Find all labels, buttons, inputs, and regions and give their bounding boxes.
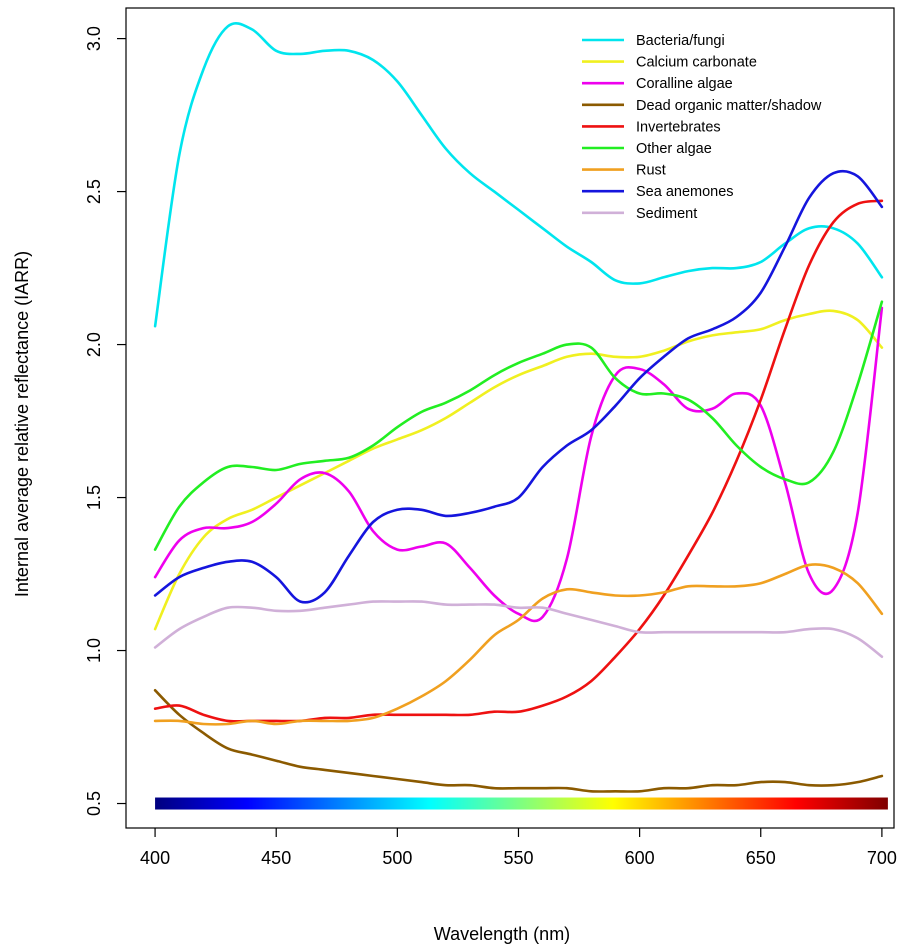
x-tick-label: 450 [261,848,291,868]
legend-label-5: Other algae [636,141,712,157]
x-tick-label: 500 [382,848,412,868]
legend-label-1: Calcium carbonate [636,55,757,71]
series-line-1 [153,309,884,631]
series-layer [153,22,884,793]
legend: Bacteria/fungi Calcium carbonate Coralline… [582,33,822,222]
x-axis-label: Wavelength (nm) [434,924,570,944]
legend-label-4: Invertebrates [636,119,721,135]
series-line-6 [153,563,884,726]
y-tick-label: 3.0 [84,26,104,51]
legend-label-7: Sea anemones [636,184,734,200]
x-tick-label: 550 [503,848,533,868]
x-tick-label: 650 [746,848,776,868]
series-line-4 [153,199,884,723]
series-line-7 [153,169,884,604]
legend-label-6: Rust [636,163,666,179]
y-tick-label: 1.5 [84,485,104,510]
x-axis: 400 450 500 550 600 650 700 [140,828,897,868]
plot-frame [125,7,895,829]
y-tick-label: 1.0 [84,638,104,663]
series-line-8 [153,600,884,658]
series-line-0 [153,22,884,328]
y-tick-label: 2.0 [84,332,104,357]
legend-label-0: Bacteria/fungi [636,33,725,49]
x-tick-label: 400 [140,848,170,868]
x-tick-label: 700 [867,848,897,868]
y-axis: 0.5 1.0 1.5 2.0 2.5 3.0 [84,26,126,816]
y-tick-label: 2.5 [84,179,104,204]
legend-label-3: Dead organic matter/shadow [636,98,822,114]
spectrum-color-bar [155,797,888,810]
plot-border [125,7,895,829]
y-axis-label: Internal average relative reflectance (I… [12,251,32,597]
legend-label-8: Sediment [636,206,697,222]
legend-label-2: Coralline algae [636,76,733,92]
spectrum-layer [155,797,888,810]
series-line-3 [153,689,884,793]
series-line-2 [153,306,884,623]
series-line-5 [153,300,884,551]
y-tick-label: 0.5 [84,791,104,816]
x-tick-label: 600 [625,848,655,868]
